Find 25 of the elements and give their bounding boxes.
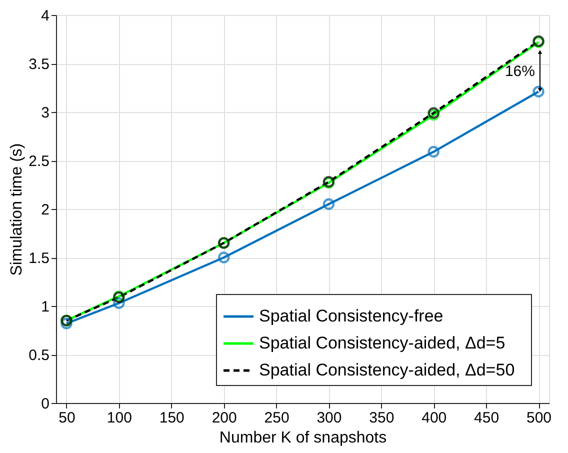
legend-label: Spatial Consistency-aided, Δd=5	[259, 334, 506, 352]
y-tick-label: 3.5	[28, 56, 50, 73]
y-axis-title: Simulation time (s)	[8, 143, 26, 276]
x-tick-label: 50	[58, 410, 76, 426]
x-tick-label: 150	[159, 410, 184, 426]
legend-label: Spatial Consistency-free	[259, 306, 444, 326]
x-tick-label: 400	[422, 410, 447, 426]
x-tick-label: 250	[264, 410, 290, 426]
x-tick-label: 100	[106, 410, 132, 426]
y-tick-label: 0	[41, 396, 50, 412]
x-axis-title: Number K of snapshots	[219, 430, 387, 446]
y-tick-label: 0.5	[28, 347, 50, 364]
x-tick-label: 500	[526, 410, 552, 426]
y-tick-label: 2	[41, 202, 50, 218]
x-tick-label: 350	[369, 410, 394, 426]
annotation: 16%	[504, 63, 535, 80]
y-tick-label: 1.5	[28, 250, 50, 267]
x-tick-label: 450	[474, 410, 500, 426]
y-tick-label: 3	[41, 104, 50, 122]
legend-label: Spatial Consistency-aided, Δd=50	[259, 360, 515, 380]
x-tick-label: 200	[212, 410, 237, 426]
x-tick-label: 300	[316, 410, 342, 426]
y-tick-label: 2.5	[28, 153, 50, 170]
y-tick-label: 1	[41, 298, 50, 316]
y-tick-label: 4	[41, 8, 50, 24]
